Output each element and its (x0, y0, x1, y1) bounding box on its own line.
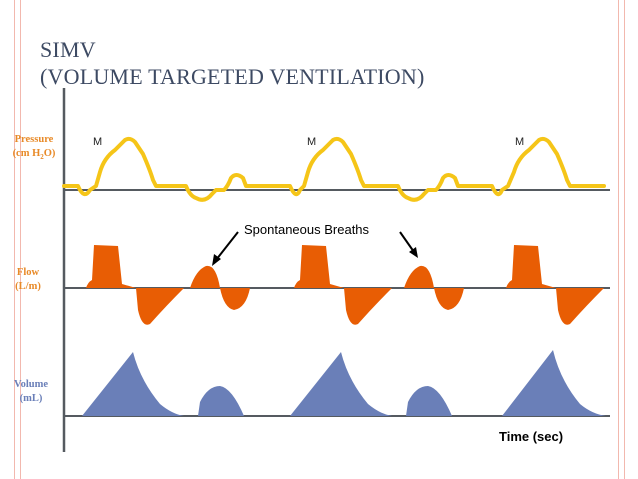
flow-unit-text: (L/m) (15, 281, 41, 292)
flow-spontaneous-exhale-2 (434, 288, 464, 310)
slide-title: SIMV (VOLUME TARGETED VENTILATION) (40, 36, 425, 90)
mandatory-marker-3: M (515, 136, 525, 148)
volume-label-text: Volume (13, 379, 49, 390)
slide-border-right-2 (624, 0, 625, 479)
title-line-1: SIMV (40, 37, 96, 62)
volume-unit-text: (mL) (19, 393, 43, 404)
flow-mandatory-breath-3 (506, 245, 556, 288)
volume-mandatory-breath-2 (290, 352, 392, 416)
time-axis-label: Time (sec) (499, 429, 564, 444)
pressure-waveform (62, 136, 606, 202)
mandatory-marker-1: M (93, 136, 103, 148)
slide-border-right-1 (618, 0, 619, 479)
flow-label-text: Flow (16, 267, 40, 278)
pressure-axis-label: Pressure (cm H2O) (6, 133, 62, 164)
flow-mandatory-exhale-1 (136, 288, 184, 325)
mandatory-marker-2: M (307, 136, 317, 148)
flow-spontaneous-breath-2 (404, 265, 434, 288)
spontaneous-breaths-label: Spontaneous Breaths (244, 222, 370, 237)
flow-axis-label: Flow (L/m) (8, 266, 48, 294)
spontaneous-arrow-left (212, 231, 239, 266)
spontaneous-arrow-right (399, 231, 418, 258)
pressure-label-text: Pressure (14, 134, 54, 145)
volume-mandatory-breath-1 (82, 352, 184, 416)
slide-border-left-2 (20, 0, 21, 479)
slide-border-left-1 (14, 0, 15, 479)
volume-axis-label: Volume (mL) (8, 378, 54, 406)
flow-spontaneous-exhale-1 (220, 288, 250, 310)
flow-spontaneous-breath-1 (190, 265, 220, 288)
pressure-unit-text: (cm H2O) (12, 148, 56, 162)
flow-mandatory-exhale-2 (344, 288, 392, 325)
flow-mandatory-breath-2 (294, 245, 344, 288)
volume-mandatory-breath-3 (502, 350, 606, 416)
volume-spontaneous-breath-1 (198, 386, 244, 416)
title-line-2: (VOLUME TARGETED VENTILATION) (40, 64, 425, 89)
flow-mandatory-breath-1 (86, 245, 136, 288)
volume-spontaneous-breath-2 (406, 386, 452, 416)
flow-mandatory-exhale-3 (556, 288, 604, 325)
